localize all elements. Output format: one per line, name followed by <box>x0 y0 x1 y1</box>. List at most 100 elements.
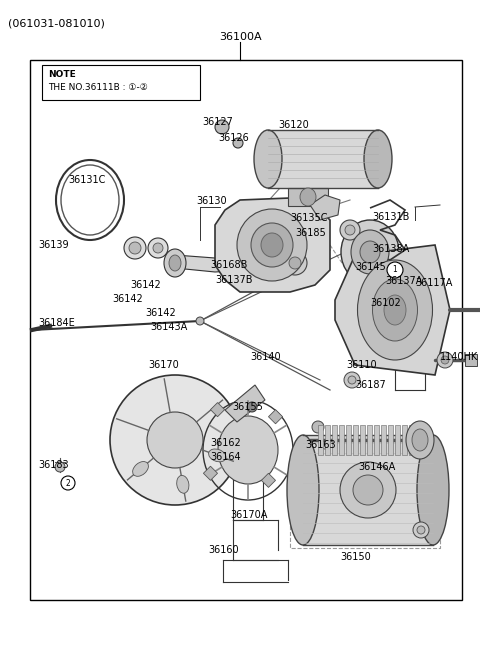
Text: 36143A: 36143A <box>150 322 187 332</box>
Circle shape <box>129 242 141 254</box>
Text: 36164: 36164 <box>210 452 240 462</box>
Ellipse shape <box>351 230 389 274</box>
Text: 36137A: 36137A <box>385 276 422 286</box>
Bar <box>268 130 378 188</box>
Ellipse shape <box>360 241 380 263</box>
Text: 36139: 36139 <box>38 240 69 250</box>
Circle shape <box>348 376 356 384</box>
Circle shape <box>387 262 403 278</box>
Circle shape <box>312 421 324 433</box>
Ellipse shape <box>169 255 181 271</box>
Circle shape <box>55 462 65 472</box>
Text: 36127: 36127 <box>202 117 233 127</box>
Ellipse shape <box>384 295 406 325</box>
Text: (061031-081010): (061031-081010) <box>8 18 105 28</box>
Text: 36117A: 36117A <box>415 278 452 288</box>
Circle shape <box>233 138 243 148</box>
Ellipse shape <box>372 279 418 341</box>
Text: 36150: 36150 <box>340 552 371 562</box>
Bar <box>288 188 328 206</box>
Text: 36160: 36160 <box>208 545 239 555</box>
Ellipse shape <box>251 223 293 267</box>
Ellipse shape <box>406 421 434 459</box>
Circle shape <box>344 372 360 388</box>
Ellipse shape <box>300 188 316 206</box>
Ellipse shape <box>254 130 282 188</box>
Bar <box>339 425 344 455</box>
Circle shape <box>441 356 449 364</box>
Circle shape <box>196 317 204 325</box>
Text: 36110: 36110 <box>346 360 377 370</box>
Bar <box>303 435 433 545</box>
Circle shape <box>340 462 396 518</box>
Text: 1140HK: 1140HK <box>440 352 478 362</box>
Ellipse shape <box>261 233 283 257</box>
Circle shape <box>124 237 146 259</box>
Text: 36142: 36142 <box>130 280 161 290</box>
Bar <box>42 65 200 100</box>
Bar <box>346 425 351 455</box>
Polygon shape <box>165 255 295 272</box>
Text: 36155: 36155 <box>232 402 263 412</box>
Text: 36142: 36142 <box>112 294 143 304</box>
Bar <box>367 425 372 455</box>
Text: 36170: 36170 <box>148 360 179 370</box>
Polygon shape <box>310 195 340 220</box>
Text: 36162: 36162 <box>210 438 241 448</box>
Text: 36163: 36163 <box>305 440 336 450</box>
Text: 36142: 36142 <box>145 308 176 318</box>
Text: 1: 1 <box>393 265 397 275</box>
Bar <box>353 425 358 455</box>
Ellipse shape <box>364 130 392 188</box>
Text: 36187: 36187 <box>355 380 386 390</box>
Text: 36100A: 36100A <box>219 32 261 42</box>
Text: 36120: 36120 <box>278 120 309 130</box>
Circle shape <box>283 251 307 275</box>
Ellipse shape <box>237 209 307 281</box>
Bar <box>210 403 225 417</box>
Bar <box>381 425 386 455</box>
Circle shape <box>289 257 301 269</box>
Text: 36185: 36185 <box>295 228 326 238</box>
Bar <box>374 425 379 455</box>
Circle shape <box>247 402 257 412</box>
Ellipse shape <box>164 249 186 277</box>
Bar <box>360 425 365 455</box>
Ellipse shape <box>341 220 399 284</box>
Text: 36102: 36102 <box>370 298 401 308</box>
Circle shape <box>345 225 355 235</box>
Bar <box>318 425 323 455</box>
Circle shape <box>437 352 453 368</box>
Ellipse shape <box>218 416 278 484</box>
Text: 36138A: 36138A <box>372 244 409 254</box>
Circle shape <box>147 412 203 468</box>
Circle shape <box>148 238 168 258</box>
Bar <box>30 60 462 600</box>
Circle shape <box>413 522 429 538</box>
Circle shape <box>61 476 75 490</box>
Ellipse shape <box>358 260 432 360</box>
Polygon shape <box>215 198 330 292</box>
Text: 36168B: 36168B <box>210 260 247 270</box>
Ellipse shape <box>177 476 189 493</box>
Ellipse shape <box>209 449 226 462</box>
Text: 36183: 36183 <box>38 460 69 470</box>
Circle shape <box>353 475 383 505</box>
Ellipse shape <box>417 435 449 545</box>
Bar <box>409 425 414 455</box>
Ellipse shape <box>132 461 148 476</box>
Text: 36145: 36145 <box>355 262 386 272</box>
Bar <box>268 410 283 424</box>
Text: 36126: 36126 <box>218 133 249 143</box>
Polygon shape <box>225 385 265 422</box>
Circle shape <box>340 220 360 240</box>
Bar <box>325 425 330 455</box>
Circle shape <box>417 526 425 534</box>
Bar <box>388 425 393 455</box>
Text: 36131B: 36131B <box>372 212 409 222</box>
Text: 36137B: 36137B <box>215 275 252 285</box>
Text: 36131C: 36131C <box>68 175 106 185</box>
Bar <box>332 425 337 455</box>
Circle shape <box>110 375 240 505</box>
Ellipse shape <box>287 435 319 545</box>
